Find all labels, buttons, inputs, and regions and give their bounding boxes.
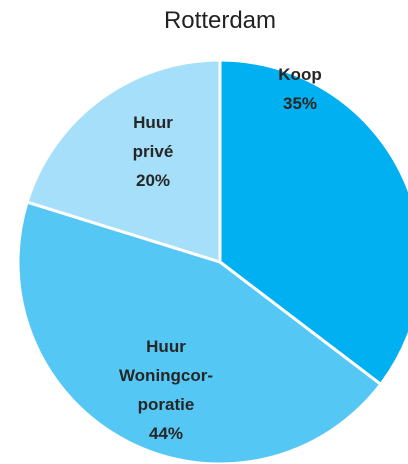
chart-title: Rotterdam xyxy=(164,7,276,34)
slice-label: Huur xyxy=(133,113,173,132)
slice-label: Koop xyxy=(278,65,321,84)
slice-label: privé xyxy=(133,142,174,161)
value-label: 20% xyxy=(136,171,170,190)
slice-label: Woningcor- xyxy=(119,366,213,385)
pie-slice xyxy=(25,58,222,264)
pie xyxy=(16,58,408,464)
value-label: 44% xyxy=(149,424,183,443)
pie-slice xyxy=(16,200,383,464)
slice-label: Huur xyxy=(146,337,186,356)
value-label: 35% xyxy=(283,94,317,113)
labels: Koop 35% Huur Woningcor-poratie 44% Huur privé… xyxy=(119,65,322,443)
pie-slice xyxy=(218,58,408,386)
slice-label: poratie xyxy=(138,395,195,414)
